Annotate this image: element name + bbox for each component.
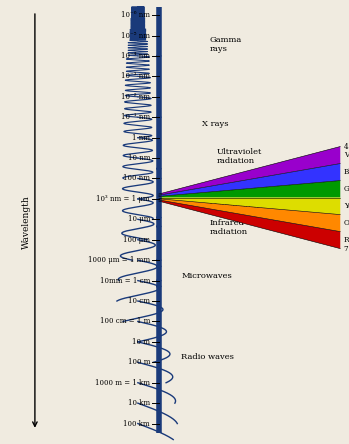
Text: X rays: X rays [202,120,229,128]
Text: 10⁻² nm: 10⁻² nm [121,93,150,101]
Text: Green: Green [344,185,349,193]
Text: 10⁻⁶ nm: 10⁻⁶ nm [121,11,150,19]
Text: Microwaves: Microwaves [181,272,232,280]
Text: 10 cm: 10 cm [128,297,150,305]
Text: 1000 m = 1 km: 1000 m = 1 km [95,379,150,387]
Text: Red: Red [344,236,349,244]
Text: 10⁻³ nm: 10⁻³ nm [121,72,150,80]
Polygon shape [159,163,340,196]
Text: 100 μm: 100 μm [123,236,150,244]
Text: Orange: Orange [344,219,349,227]
Text: 100 cm = 1 m: 100 cm = 1 m [100,317,150,325]
Text: Wavelength: Wavelength [22,195,31,249]
Text: 10⁻⁴ nm: 10⁻⁴ nm [121,52,150,60]
Text: 700 nm: 700 nm [344,245,349,253]
Text: 400 nm: 400 nm [344,143,349,151]
Text: Radio waves: Radio waves [181,353,235,361]
Polygon shape [159,199,340,232]
Polygon shape [159,147,340,195]
Text: 100 m: 100 m [128,358,150,366]
Text: 10 μm: 10 μm [128,215,150,223]
Polygon shape [159,181,340,198]
Text: Ultraviolet
radiation: Ultraviolet radiation [216,148,262,165]
Polygon shape [159,198,340,214]
Text: 10 nm: 10 nm [128,154,150,162]
Text: 10mm = 1 cm: 10mm = 1 cm [100,277,150,285]
Text: 1 nm: 1 nm [132,134,150,142]
Polygon shape [159,200,340,249]
Text: Gamma
rays: Gamma rays [209,36,242,53]
Text: 10 m: 10 m [132,338,150,346]
Text: 100 nm: 100 nm [123,174,150,182]
Text: 1000 μm = 1 mm: 1000 μm = 1 mm [88,256,150,264]
Text: Blue: Blue [344,168,349,176]
Text: Visible light: Visible light [209,202,260,210]
Text: 10³ nm = 1 μm: 10³ nm = 1 μm [96,195,150,203]
Text: Yellow: Yellow [344,202,349,210]
Text: 10 km: 10 km [128,399,150,407]
Text: 10⁻¹ nm: 10⁻¹ nm [121,113,150,121]
Text: 100 km: 100 km [124,420,150,428]
Text: Violet: Violet [344,151,349,159]
Text: Infrared
radiation: Infrared radiation [209,219,247,236]
Text: 10⁻⁵ nm: 10⁻⁵ nm [121,32,150,40]
